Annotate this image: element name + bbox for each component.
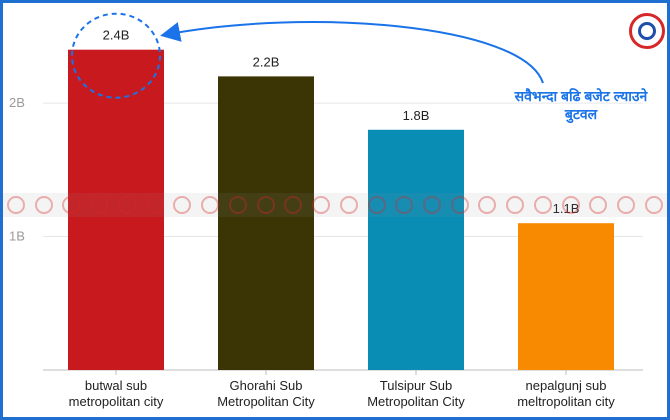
- category-label: meltropolitan city: [517, 394, 615, 409]
- data-label: 1.8B: [403, 108, 430, 123]
- bar: [368, 129, 464, 370]
- highlight-circle: [71, 12, 161, 99]
- data-label: 2.2B: [253, 54, 280, 69]
- bar: [68, 49, 164, 370]
- category-label: Tulsipur Sub: [380, 378, 453, 393]
- category-label: Metropolitan City: [367, 394, 465, 409]
- annotation-text: सवैभन्दा बढि बजेट ल्याउने: [514, 88, 649, 104]
- bar: [218, 76, 314, 370]
- category-label: Metropolitan City: [217, 394, 315, 409]
- bar: [518, 223, 614, 370]
- category-label: Ghorahi Sub: [230, 378, 303, 393]
- y-tick-label: 2B: [9, 95, 25, 110]
- data-label: 2.4B: [103, 28, 130, 43]
- data-label: 1.1B: [553, 201, 580, 216]
- category-label: butwal sub: [85, 378, 147, 393]
- category-label: nepalgunj sub: [526, 378, 607, 393]
- y-tick-label: 1B: [9, 229, 25, 244]
- category-label: metropolitan city: [69, 394, 164, 409]
- annotation-text: बुटवल: [564, 106, 598, 124]
- annotation-arrow: [160, 21, 544, 84]
- circular-logo-icon: [629, 13, 665, 49]
